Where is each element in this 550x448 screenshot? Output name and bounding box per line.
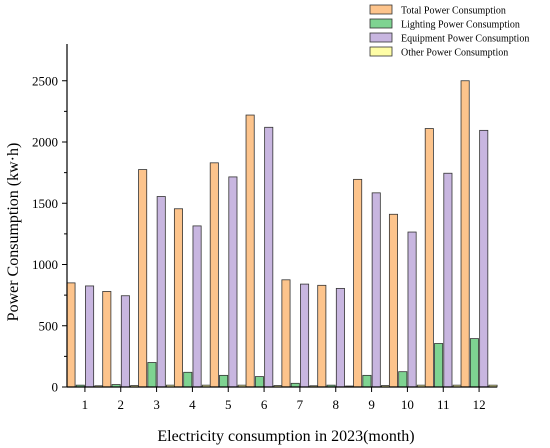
x-tick-label: 12 [473, 397, 486, 412]
x-tick-label: 3 [153, 397, 160, 412]
y-axis-title: Power Consumption (kw·h) [5, 143, 22, 322]
bar-1-month-10 [388, 213, 398, 388]
x-tick-label: 1 [82, 397, 89, 412]
legend-label: Lighting Power Consumption [401, 20, 520, 31]
bar-3-month-6 [264, 126, 274, 388]
bar-1-month-5 [209, 162, 219, 388]
legend-label: Total Power Consumption [401, 6, 506, 17]
legend-swatch [369, 4, 393, 15]
bar-1-month-8 [317, 284, 327, 388]
bar-3-month-1 [85, 285, 95, 388]
bar-3-month-11 [443, 172, 453, 388]
bar-2-month-3 [147, 362, 157, 388]
legend-swatch [369, 32, 393, 43]
bar-3-month-12 [479, 129, 489, 388]
bar-2-month-11 [434, 343, 444, 388]
y-tick-label: 2500 [32, 73, 58, 88]
y-tick-label: 1500 [32, 196, 58, 211]
bar-1-month-7 [281, 279, 291, 388]
x-tick-label: 11 [437, 397, 450, 412]
x-tick-label: 8 [333, 397, 340, 412]
bar-3-month-9 [371, 192, 381, 388]
x-tick-label: 2 [118, 397, 125, 412]
bar-1-month-3 [138, 169, 148, 388]
bar-2-month-12 [469, 338, 479, 388]
bar-1-month-2 [102, 291, 112, 388]
legend: Total Power Consumption Lighting Power Co… [369, 4, 529, 59]
x-axis-title: Electricity consumption in 2023(month) [157, 428, 414, 445]
bar-3-month-5 [228, 176, 238, 388]
bar-1-month-9 [353, 178, 363, 388]
bar-3-month-3 [156, 196, 166, 388]
bar-1-month-4 [173, 208, 183, 388]
bar-3-month-8 [335, 287, 345, 388]
bar-2-month-4 [183, 371, 193, 388]
x-tick-label: 9 [368, 397, 375, 412]
x-tick-label: 6 [261, 397, 268, 412]
x-tick-label: 4 [189, 397, 196, 412]
y-tick-label: 500 [39, 318, 59, 333]
bar-2-month-6 [254, 376, 264, 388]
bar-group [66, 80, 498, 388]
legend-label: Equipment Power Consumption [401, 34, 529, 45]
y-tick-label: 2000 [32, 135, 58, 150]
bar-2-month-9 [362, 374, 372, 388]
legend-label: Other Power Consumption [401, 48, 508, 59]
legend-swatch [369, 46, 393, 57]
bar-1-month-1 [66, 282, 76, 388]
x-tick-label: 7 [297, 397, 304, 412]
bar-3-month-7 [300, 283, 310, 388]
bar-1-month-6 [245, 114, 255, 388]
bar-1-month-11 [424, 128, 434, 388]
y-tick-label: 1000 [32, 257, 58, 272]
x-tick-label: 5 [225, 397, 232, 412]
bar-1-month-12 [460, 80, 470, 388]
bar-3-month-10 [407, 231, 417, 388]
legend-swatch [369, 18, 393, 29]
bar-3-month-4 [192, 225, 202, 388]
axes [66, 44, 497, 388]
bar-3-month-2 [120, 295, 130, 388]
x-tick-label: 10 [401, 397, 414, 412]
bar-2-month-10 [398, 371, 408, 388]
y-tick-label: 0 [52, 380, 59, 395]
bar-2-month-5 [219, 374, 229, 388]
